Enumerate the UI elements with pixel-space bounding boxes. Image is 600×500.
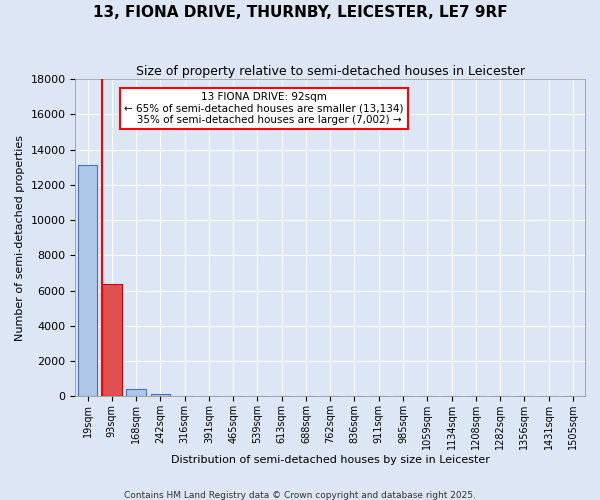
- X-axis label: Distribution of semi-detached houses by size in Leicester: Distribution of semi-detached houses by …: [171, 455, 490, 465]
- Bar: [127, 390, 146, 396]
- Bar: [102, 284, 122, 397]
- Title: Size of property relative to semi-detached houses in Leicester: Size of property relative to semi-detach…: [136, 65, 525, 78]
- Text: Contains HM Land Registry data © Crown copyright and database right 2025.: Contains HM Land Registry data © Crown c…: [124, 490, 476, 500]
- Text: 13, FIONA DRIVE, THURNBY, LEICESTER, LE7 9RF: 13, FIONA DRIVE, THURNBY, LEICESTER, LE7…: [92, 5, 508, 20]
- Y-axis label: Number of semi-detached properties: Number of semi-detached properties: [15, 134, 25, 340]
- Text: 13 FIONA DRIVE: 92sqm
← 65% of semi-detached houses are smaller (13,134)
   35% : 13 FIONA DRIVE: 92sqm ← 65% of semi-deta…: [124, 92, 404, 125]
- Bar: [151, 394, 170, 396]
- Bar: [78, 165, 97, 396]
